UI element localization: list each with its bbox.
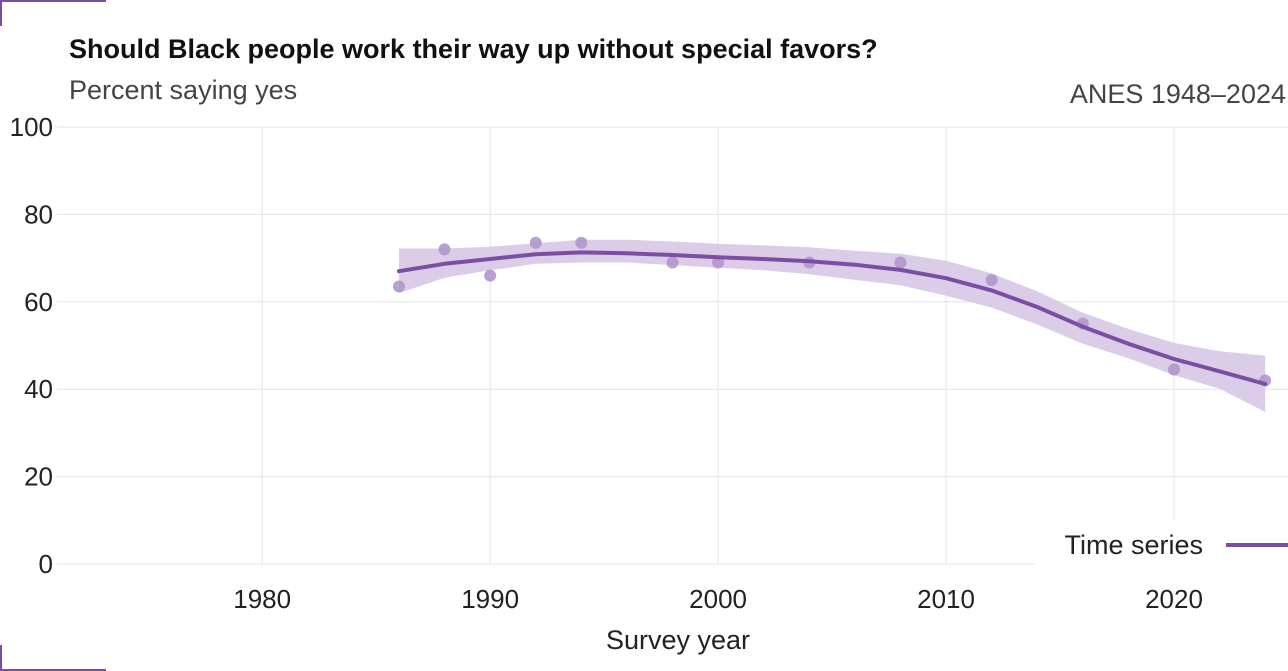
legend-label-time-series: Time series xyxy=(1064,530,1203,560)
x-tick-label: 2010 xyxy=(917,584,975,614)
y-tick-label: 80 xyxy=(24,199,53,229)
confidence-band xyxy=(398,239,1266,412)
y-tick-label: 20 xyxy=(24,462,53,492)
data-point xyxy=(438,243,451,256)
chart-subtitle: Percent saying yes xyxy=(69,75,298,105)
data-point xyxy=(985,273,998,286)
data-point xyxy=(529,236,542,249)
confidence-band-group xyxy=(398,239,1266,412)
data-point xyxy=(484,269,497,282)
x-tick-label: 1990 xyxy=(461,584,519,614)
corner-accent-bottom-vertical xyxy=(0,645,2,671)
corner-accent-bottom-horizontal xyxy=(0,669,106,671)
y-tick-label: 40 xyxy=(24,374,53,404)
y-tick-label: 0 xyxy=(39,549,53,579)
x-tick-label: 2020 xyxy=(1145,584,1203,614)
data-point xyxy=(894,256,907,269)
corner-accent-top-horizontal xyxy=(0,0,106,2)
x-tick-label: 2000 xyxy=(689,584,747,614)
y-axis-ticks: 0 20 40 60 80 100 xyxy=(10,112,53,579)
chart-title: Should Black people work their way up wi… xyxy=(69,34,878,64)
chart-source-label: ANES 1948–2024 xyxy=(1069,79,1286,109)
y-tick-label: 100 xyxy=(10,112,53,142)
trend-line-group xyxy=(396,250,1268,386)
x-axis-ticks: 1980 1990 2000 2010 2020 xyxy=(233,584,1203,614)
x-axis-label: Survey year xyxy=(606,625,750,655)
trend-line-time-series xyxy=(396,250,1268,386)
data-points-group xyxy=(392,236,1272,387)
data-point xyxy=(666,256,679,269)
corner-accent-top-vertical xyxy=(0,0,2,26)
legend: Time series xyxy=(1036,520,1288,568)
data-point xyxy=(392,280,405,293)
y-tick-label: 60 xyxy=(24,287,53,317)
data-point xyxy=(1168,363,1181,376)
data-point xyxy=(575,236,588,249)
x-tick-label: 1980 xyxy=(233,584,291,614)
data-point xyxy=(712,256,725,269)
